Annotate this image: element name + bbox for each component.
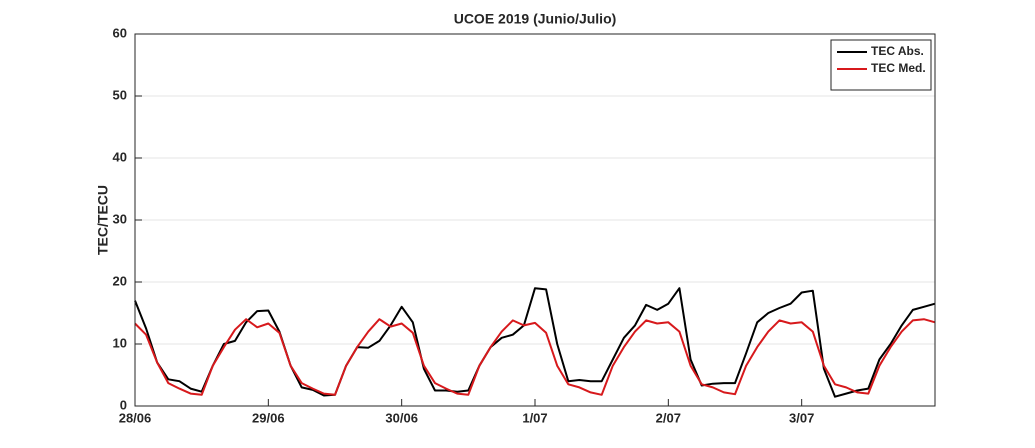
x-tick-label: 30/06 [385,410,418,425]
legend-label: TEC Abs. [871,44,924,58]
series-line [134,287,936,398]
legend-box [830,39,932,91]
x-tick-label: 28/06 [119,410,152,425]
x-tick-label: 3/07 [789,410,814,425]
y-tick-label: 50 [113,87,127,102]
chart-title: UCOE 2019 (Junio/Julio) [454,11,617,27]
y-axis-label: TEC/TECU [95,185,111,255]
y-tick-label: 20 [113,273,127,288]
series-line [134,318,936,396]
y-tick-label: 60 [113,25,127,40]
y-tick-label: 40 [113,149,127,164]
y-tick-label: 0 [120,397,127,412]
x-tick-label: 29/06 [252,410,285,425]
y-tick-label: 10 [113,335,127,350]
legend-label: TEC Med. [871,61,926,75]
x-tick-label: 2/07 [656,410,681,425]
x-tick-label: 1/07 [522,410,547,425]
axes-box [134,33,936,407]
y-tick-label: 30 [113,211,127,226]
